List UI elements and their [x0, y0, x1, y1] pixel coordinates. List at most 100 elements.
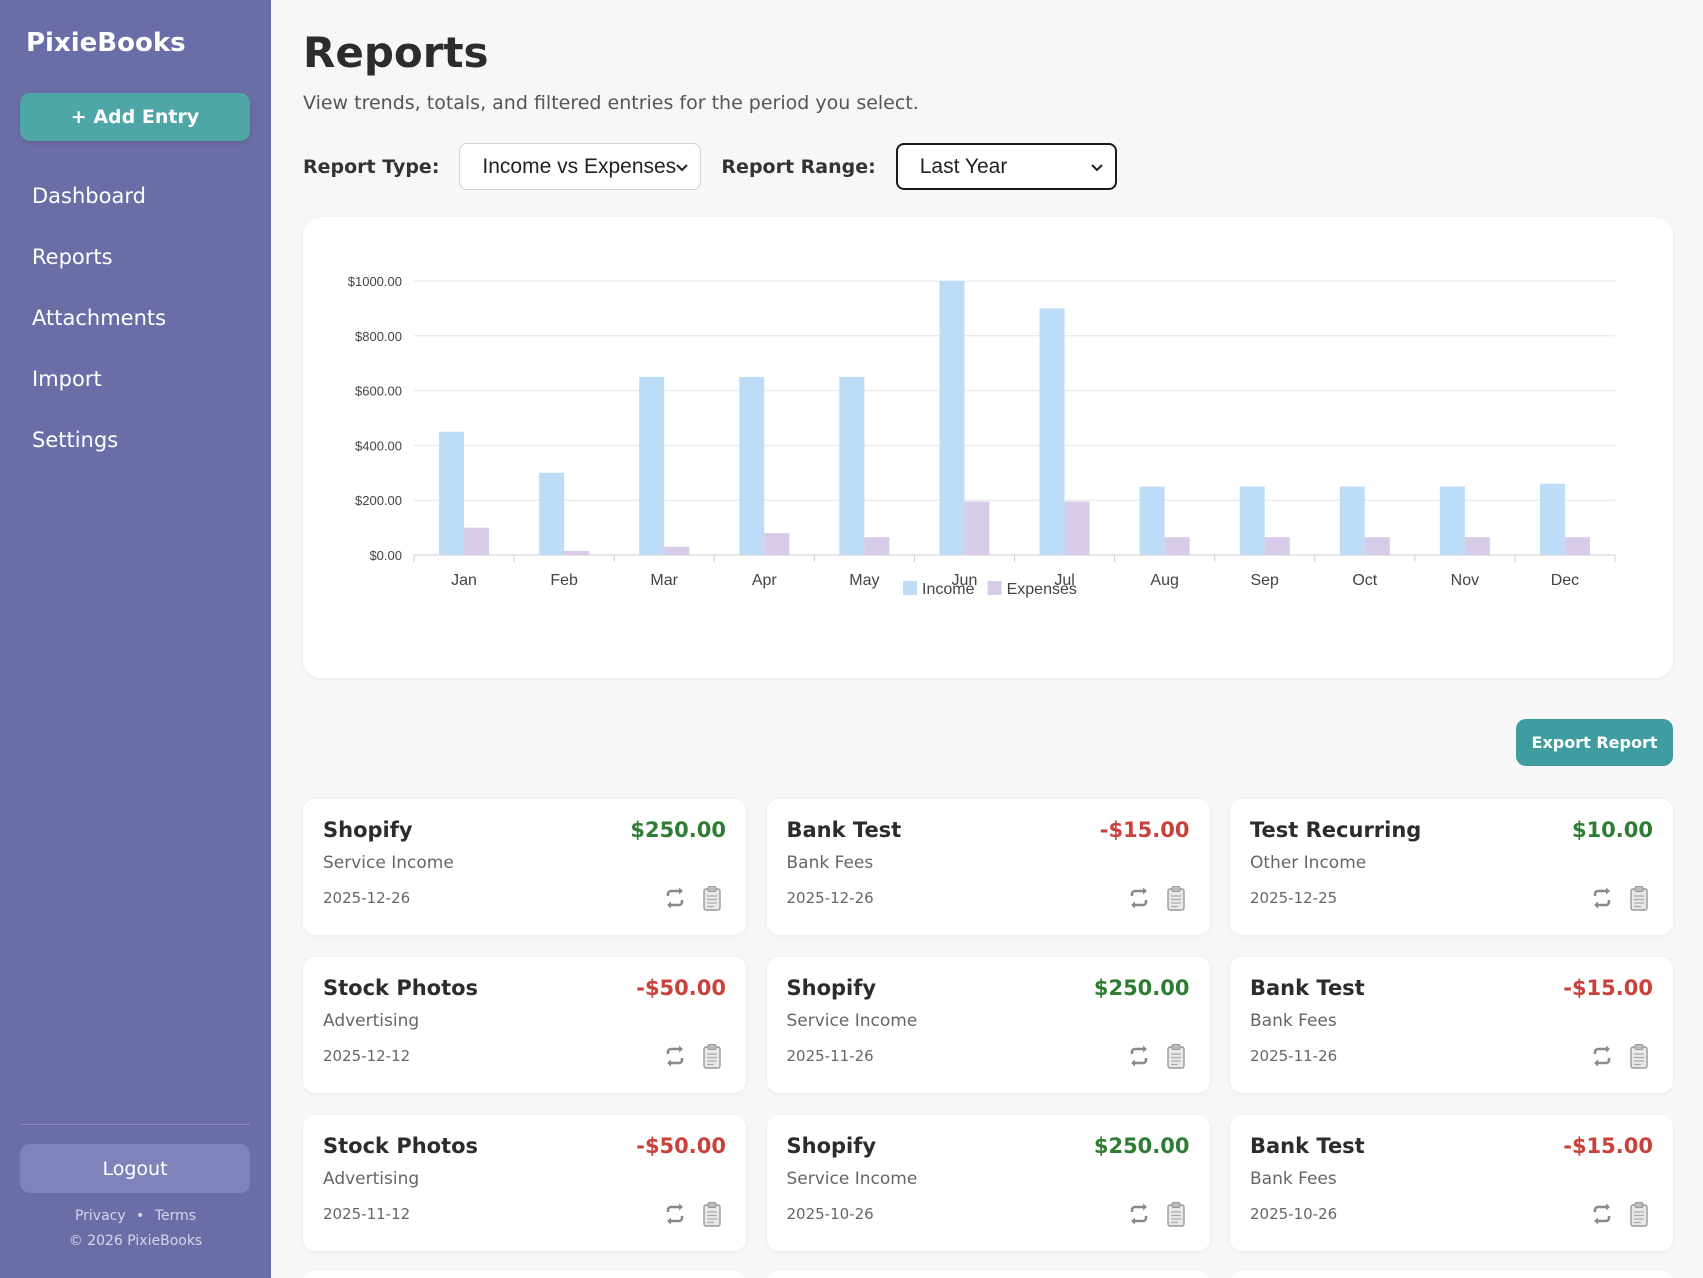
entries-grid: Shopify $250.00 Service Income 2025-12-26 Ba…	[303, 799, 1673, 1251]
attachment-icon[interactable]	[1166, 1043, 1188, 1069]
sidebar-item-import[interactable]: Import	[32, 367, 102, 391]
income-expenses-chart: $0.00 $200.00 $400.00 $600.00 $800.00 $1000.0…	[348, 274, 1616, 598]
recurring-icon[interactable]	[664, 1043, 686, 1069]
entry-name: Test Recurring	[1250, 818, 1422, 842]
entry-name: Stock Photos	[323, 1134, 479, 1158]
main-content: Reports View trends, totals, and filtere…	[271, 0, 1703, 1278]
entry-actions	[1128, 1043, 1188, 1069]
bar-expenses-jan	[464, 527, 490, 555]
attachment-icon[interactable]	[1629, 885, 1651, 911]
entry-card[interactable]: Bank Test -$15.00 Bank Fees 2025-12-26	[766, 799, 1210, 935]
entry-category: Bank Fees	[1250, 1169, 1337, 1189]
x-tick-label: Apr	[752, 572, 778, 589]
entry-card[interactable]: Bank Test -$15.00 Bank Fees 2025-10-26	[1230, 1115, 1673, 1251]
entry-card[interactable]: Test Recurring $10.00 Other Income 2025-12-…	[1230, 799, 1673, 935]
chart-card: $0.00 $200.00 $400.00 $600.00 $800.00 $1000.0…	[303, 217, 1673, 678]
bar-expenses-sep	[1264, 537, 1290, 555]
entry-name: Stock Photos	[323, 976, 479, 1000]
recurring-icon[interactable]	[1591, 1201, 1613, 1227]
bar-income-mar	[639, 376, 665, 555]
sidebar-item-settings[interactable]: Settings	[32, 428, 119, 452]
recurring-icon[interactable]	[1591, 885, 1613, 911]
entry-category: Service Income	[786, 1011, 918, 1031]
bar-expenses-nov	[1464, 537, 1490, 555]
x-tick-label: Jun	[952, 572, 978, 589]
recurring-icon[interactable]	[664, 885, 686, 911]
add-entry-button[interactable]: + Add Entry	[20, 93, 250, 141]
terms-link[interactable]: Terms	[154, 1208, 197, 1224]
entry-category: Service Income	[786, 1169, 918, 1189]
export-report-button[interactable]: Export Report	[1516, 719, 1673, 766]
recurring-icon[interactable]	[1591, 1043, 1613, 1069]
x-tick-label: Dec	[1551, 572, 1579, 589]
report-range-label: Report Range:	[721, 155, 876, 178]
entry-actions	[664, 1043, 724, 1069]
bar-income-jun	[939, 281, 965, 555]
entry-amount: -$15.00	[1563, 976, 1653, 1000]
bar-expenses-oct	[1364, 537, 1390, 555]
attachment-icon[interactable]	[702, 1201, 724, 1227]
brand-logo[interactable]: PixieBooks	[26, 28, 186, 58]
recurring-icon[interactable]	[1128, 1201, 1150, 1227]
entry-card-partial[interactable]	[303, 1271, 746, 1278]
entry-card[interactable]: Shopify $250.00 Service Income 2025-12-26	[303, 799, 746, 935]
logout-button[interactable]: Logout	[20, 1144, 250, 1193]
report-range-select[interactable]: Last Year	[895, 143, 1117, 190]
entry-actions	[1591, 885, 1651, 911]
entry-date: 2025-10-26	[786, 1205, 874, 1223]
bar-expenses-dec	[1564, 537, 1590, 555]
attachment-icon[interactable]	[1629, 1043, 1651, 1069]
attachment-icon[interactable]	[1629, 1201, 1651, 1227]
sidebar-divider	[21, 1124, 250, 1125]
entry-card[interactable]: Bank Test -$15.00 Bank Fees 2025-11-26	[1230, 957, 1673, 1093]
entry-actions	[1591, 1201, 1651, 1227]
sidebar-nav: Dashboard Reports Attachments Import Set…	[32, 178, 166, 483]
entry-amount: $10.00	[1571, 818, 1653, 842]
bar-income-feb	[539, 472, 565, 555]
bar-income-jul	[1039, 308, 1065, 555]
recurring-icon[interactable]	[1128, 885, 1150, 911]
entry-name: Bank Test	[1250, 976, 1365, 1000]
bar-income-jan	[439, 431, 465, 555]
y-tick-label: $400.00	[355, 438, 402, 453]
y-tick-label: $800.00	[355, 329, 402, 344]
legend-swatch-income	[903, 581, 917, 595]
entry-card[interactable]: Shopify $250.00 Service Income 2025-11-26	[766, 957, 1210, 1093]
entry-date: 2025-12-25	[1250, 889, 1338, 907]
entry-amount: -$50.00	[636, 976, 726, 1000]
entry-date: 2025-12-26	[323, 889, 411, 907]
bar-expenses-jul	[1064, 501, 1090, 555]
entry-card[interactable]: Stock Photos -$50.00 Advertising 2025-12-12	[303, 957, 746, 1093]
entry-name: Bank Test	[1250, 1134, 1365, 1158]
entry-card[interactable]: Shopify $250.00 Service Income 2025-10-26	[766, 1115, 1210, 1251]
entry-amount: -$15.00	[1099, 818, 1190, 842]
attachment-icon[interactable]	[1166, 885, 1188, 911]
sidebar-item-reports[interactable]: Reports	[32, 245, 113, 269]
report-type-select[interactable]: Income vs Expenses	[459, 143, 702, 190]
recurring-icon[interactable]	[664, 1201, 686, 1227]
entry-date: 2025-10-26	[1250, 1205, 1338, 1223]
sidebar-item-attachments[interactable]: Attachments	[32, 306, 167, 330]
attachment-icon[interactable]	[702, 885, 724, 911]
attachment-icon[interactable]	[702, 1043, 724, 1069]
bar-income-dec	[1539, 483, 1565, 555]
sidebar-item-dashboard[interactable]: Dashboard	[32, 184, 146, 208]
entry-date: 2025-11-26	[786, 1047, 874, 1065]
entry-card-partial[interactable]	[766, 1271, 1210, 1278]
y-tick-label: $600.00	[355, 384, 402, 399]
privacy-link[interactable]: Privacy	[74, 1208, 126, 1224]
entry-card[interactable]: Stock Photos -$50.00 Advertising 2025-11-12	[303, 1115, 746, 1251]
bar-expenses-mar	[664, 546, 690, 555]
entry-card-partial[interactable]	[1230, 1271, 1673, 1278]
y-tick-label: $0.00	[369, 548, 402, 563]
entry-category: Advertising	[323, 1011, 420, 1031]
attachment-icon[interactable]	[1166, 1201, 1188, 1227]
entry-name: Shopify	[786, 1134, 877, 1158]
entry-category: Advertising	[323, 1169, 420, 1189]
page-title: Reports	[303, 28, 489, 77]
recurring-icon[interactable]	[1128, 1043, 1150, 1069]
entry-amount: $250.00	[630, 818, 726, 842]
x-tick-label: Sep	[1250, 572, 1279, 589]
entry-name: Shopify	[786, 976, 877, 1000]
sidebar: PixieBooks + Add Entry Dashboard Reports…	[0, 0, 271, 1278]
